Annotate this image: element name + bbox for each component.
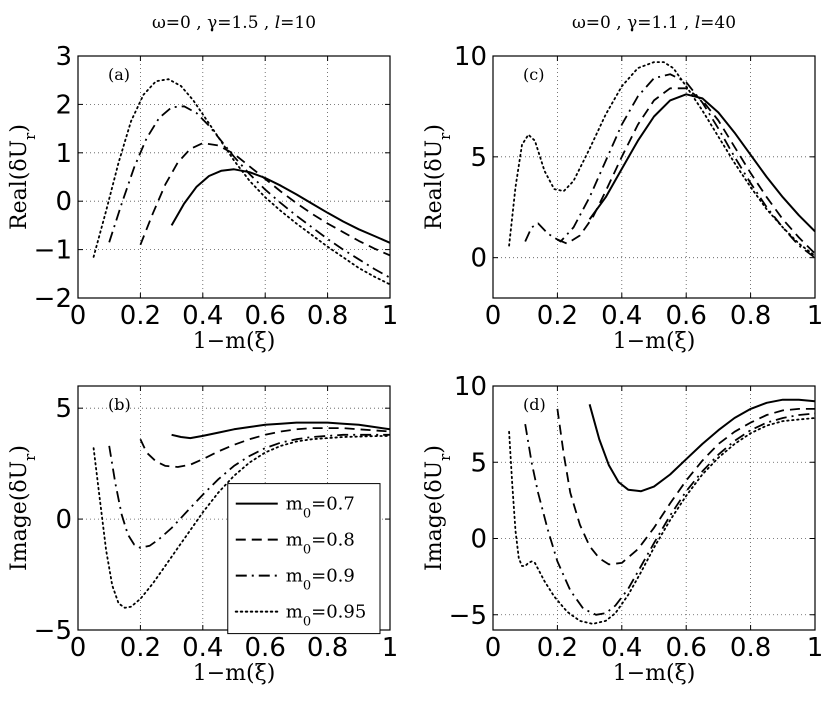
- y-tick-label: 0: [55, 187, 72, 217]
- x-tick-label: 0.8: [730, 301, 771, 331]
- y-tick-label: 10: [454, 372, 487, 402]
- x-tick-label: 0.6: [245, 633, 286, 663]
- series-line-00_9: [524, 412, 815, 616]
- legend-label: m0=0.7: [286, 494, 355, 521]
- panel-b: 0 0.2 0.4 0.6 0.8 1−5051−m(ξ)Image(δUr)(b)m0=…: [7, 385, 399, 686]
- series-group: [508, 398, 815, 625]
- x-tick-label: 1: [807, 633, 824, 663]
- legend-label: m0=0.9: [286, 566, 355, 594]
- y-tick-label: −5: [449, 601, 487, 631]
- plot-frame: [492, 55, 816, 299]
- series-line-00_8: [556, 408, 815, 566]
- x-tick-label: 0.8: [730, 633, 771, 663]
- series-line-00_7: [170, 168, 390, 244]
- series-line-00_8: [139, 427, 390, 468]
- y-tick-label: −1: [34, 236, 72, 266]
- y-axis-label: Image(δUr): [422, 445, 454, 571]
- x-axis-label: 1−m(ξ): [613, 661, 696, 686]
- legend-box: [227, 483, 381, 635]
- y-axis-label: Real(δUr): [422, 124, 454, 230]
- panel-label: (c): [523, 65, 544, 84]
- column-title: ω=0 , γ=1.5 , l=10: [152, 13, 316, 33]
- y-tick-label: 0: [55, 505, 72, 535]
- series-group: [508, 61, 815, 259]
- series-line-00_7: [171, 421, 390, 440]
- x-tick-label: 0.8: [307, 633, 348, 663]
- x-tick-label: 1: [382, 633, 399, 663]
- column-title: ω=0 , γ=1.1 , l=40: [572, 13, 736, 33]
- series-line-00_95: [92, 435, 390, 609]
- x-tick-label: 0: [485, 633, 502, 663]
- y-tick-label: 3: [55, 42, 72, 72]
- x-axis-label: 1−m(ξ): [193, 661, 276, 686]
- y-axis-label: Image(δUr): [7, 445, 39, 571]
- series-line-00_9: [524, 73, 815, 259]
- plot-frame: [77, 55, 391, 299]
- x-tick-label: 0: [485, 301, 502, 331]
- x-tick-label: 0.4: [182, 633, 223, 663]
- x-tick-label: 0.6: [666, 301, 707, 331]
- x-tick-label: 0.2: [537, 301, 578, 331]
- y-tick-label: 0: [470, 244, 487, 274]
- panel-label: (a): [108, 65, 130, 84]
- x-tick-label: 0.6: [245, 301, 286, 331]
- y-tick-label: 0: [470, 525, 487, 555]
- x-tick-label: 0: [70, 301, 87, 331]
- series-line-00_7: [588, 398, 815, 493]
- x-tick-label: 0.4: [182, 301, 223, 331]
- panel-label: (b): [108, 395, 131, 414]
- legend-label: m0=0.8: [286, 530, 355, 558]
- y-tick-label: 5: [470, 143, 487, 173]
- series-line-00_95: [92, 78, 390, 286]
- x-tick-label: 0.4: [601, 633, 642, 663]
- plot-frame: [492, 385, 816, 631]
- y-axis-label: Real(δUr): [7, 124, 39, 230]
- y-tick-label: 10: [454, 42, 487, 72]
- series-line-00_95: [508, 417, 815, 625]
- x-tick-label: 0.2: [120, 301, 161, 331]
- x-tick-label: 1: [382, 301, 399, 331]
- y-tick-label: 5: [470, 448, 487, 478]
- y-tick-label: 5: [55, 394, 72, 424]
- x-tick-label: 0.2: [120, 633, 161, 663]
- x-axis-label: 1−m(ξ): [193, 329, 276, 354]
- panel-a: 0 0.2 0.4 0.6 0.8 1 −2 −1 0 1 2 3 1−m(ξ) Real(δUr) ω=0…: [7, 13, 398, 354]
- legend: m0=0.7 m0=0.8 m0=0.9 m0=0.95: [227, 483, 381, 635]
- x-tick-label: 0.4: [601, 301, 642, 331]
- series-group: [92, 421, 390, 609]
- legend-label: m0=0.95: [286, 602, 367, 630]
- y-tick-label: −5: [34, 616, 72, 646]
- x-tick-label: 0.8: [307, 301, 348, 331]
- series-line-00_95: [508, 61, 815, 257]
- x-axis-label: 1−m(ξ): [613, 329, 696, 354]
- series-line-00_8: [557, 87, 815, 255]
- series-line-00_9: [108, 433, 390, 549]
- y-tick-label: 2: [55, 90, 72, 120]
- x-tick-label: 0: [70, 633, 87, 663]
- panel-label: (d): [523, 395, 546, 414]
- x-tick-label: 1: [807, 301, 824, 331]
- y-tick-label: −2: [34, 284, 72, 314]
- series-line-00_7: [588, 93, 815, 233]
- y-tick-label: 1: [55, 139, 72, 169]
- series-line-00_9: [108, 105, 390, 279]
- series-line-00_8: [139, 142, 390, 257]
- x-tick-label: 0.2: [537, 633, 578, 663]
- x-tick-label: 0.6: [666, 633, 707, 663]
- series-group: [92, 78, 390, 286]
